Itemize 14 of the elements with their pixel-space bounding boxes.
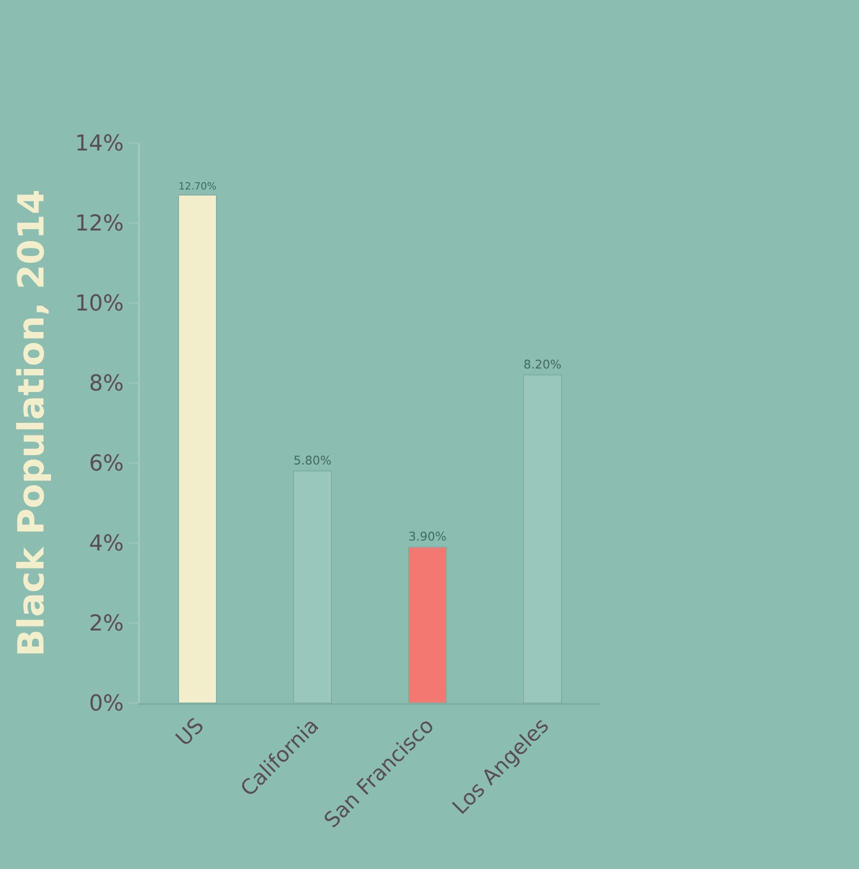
data-label: 3.90%: [408, 530, 446, 544]
y-tick-label: 8%: [88, 372, 124, 397]
y-tick-label: 0%: [88, 692, 124, 717]
data-label: 12.70%: [178, 181, 216, 192]
y-tick-label: 14%: [74, 132, 124, 157]
x-tick-label: US: [171, 713, 208, 751]
y-tick-label: 12%: [74, 212, 124, 237]
y-tick-label: 2%: [88, 612, 124, 637]
y-axis-title: Black Population, 2014: [11, 189, 52, 657]
y-tick-label: 4%: [88, 532, 124, 557]
data-label: 8.20%: [524, 358, 562, 372]
data-label: 5.80%: [294, 454, 332, 468]
y-tick-label: 10%: [74, 292, 124, 317]
y-tick-label: 6%: [88, 452, 124, 477]
